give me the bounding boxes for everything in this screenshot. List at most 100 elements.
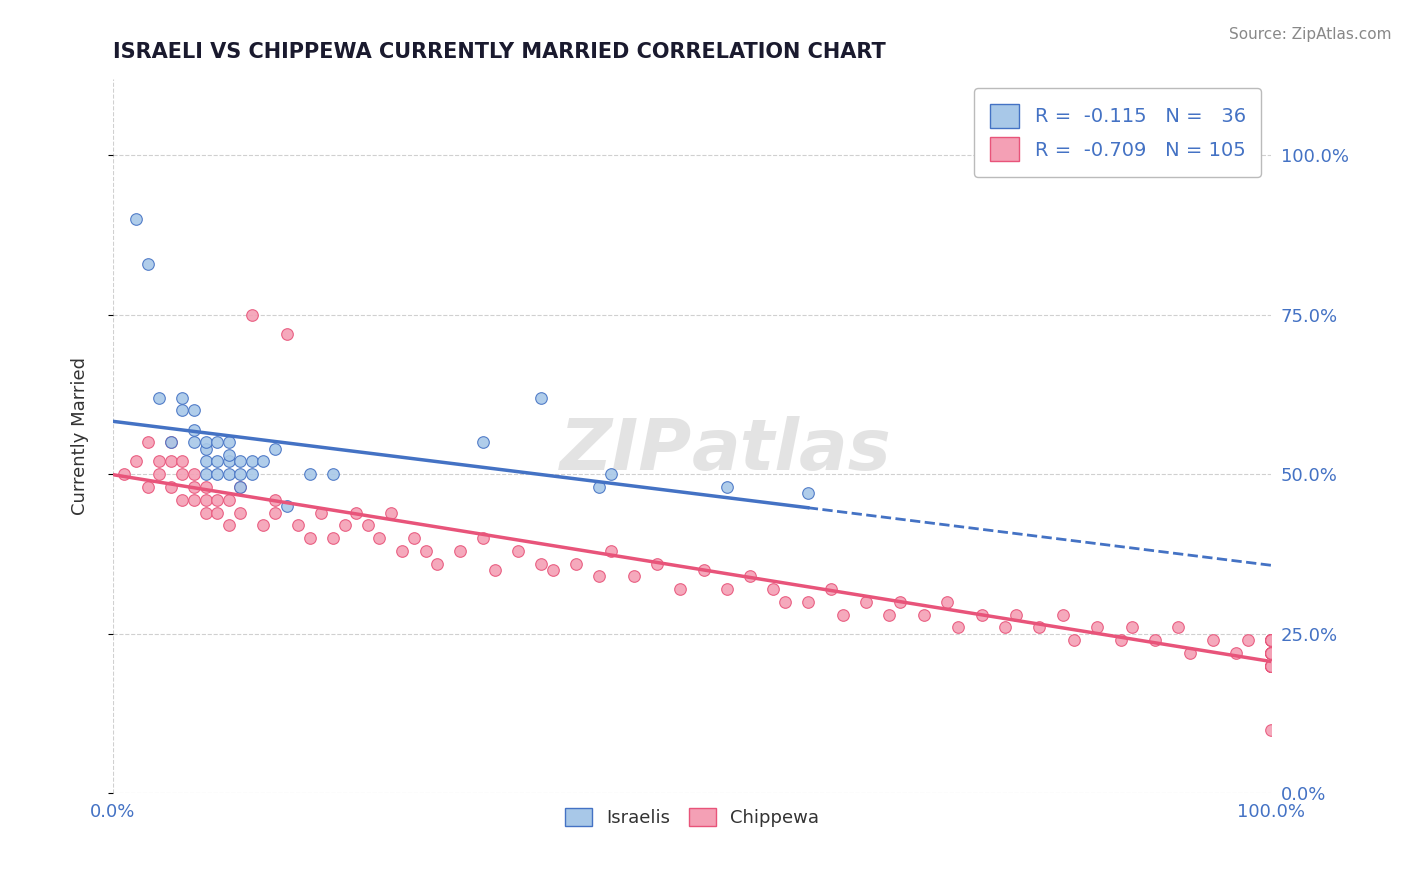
Point — [1260, 646, 1282, 660]
Point — [218, 518, 240, 533]
Point — [333, 518, 356, 533]
Point — [1260, 658, 1282, 673]
Point — [264, 492, 287, 507]
Point — [172, 391, 194, 405]
Point — [1260, 646, 1282, 660]
Point — [1260, 658, 1282, 673]
Point — [948, 620, 970, 634]
Point — [125, 454, 148, 468]
Point — [449, 544, 471, 558]
Point — [484, 563, 506, 577]
Point — [1260, 633, 1282, 648]
Point — [229, 467, 252, 482]
Point — [194, 492, 217, 507]
Point — [1260, 633, 1282, 648]
Point — [1260, 633, 1282, 648]
Point — [172, 403, 194, 417]
Point — [1202, 633, 1225, 648]
Point — [205, 492, 228, 507]
Point — [183, 435, 205, 450]
Point — [588, 569, 610, 583]
Point — [298, 531, 321, 545]
Point — [1167, 620, 1189, 634]
Point — [205, 506, 228, 520]
Point — [599, 544, 621, 558]
Point — [472, 435, 495, 450]
Point — [136, 257, 159, 271]
Point — [1260, 646, 1282, 660]
Point — [218, 435, 240, 450]
Point — [1260, 658, 1282, 673]
Point — [530, 391, 553, 405]
Point — [218, 454, 240, 468]
Point — [565, 557, 588, 571]
Point — [252, 518, 274, 533]
Point — [1063, 633, 1085, 648]
Point — [762, 582, 785, 596]
Point — [1085, 620, 1108, 634]
Point — [541, 563, 564, 577]
Point — [229, 480, 252, 494]
Point — [935, 595, 957, 609]
Point — [1260, 646, 1282, 660]
Point — [415, 544, 437, 558]
Point — [172, 492, 194, 507]
Point — [298, 467, 321, 482]
Point — [276, 326, 298, 341]
Point — [183, 403, 205, 417]
Point — [148, 391, 170, 405]
Point — [322, 531, 344, 545]
Point — [240, 308, 263, 322]
Point — [183, 492, 205, 507]
Point — [994, 620, 1017, 634]
Point — [136, 480, 159, 494]
Point — [391, 544, 413, 558]
Point — [276, 499, 298, 513]
Point — [588, 480, 610, 494]
Point — [159, 454, 181, 468]
Point — [1144, 633, 1167, 648]
Point — [136, 435, 159, 450]
Point — [1260, 658, 1282, 673]
Point — [205, 435, 228, 450]
Point — [205, 454, 228, 468]
Point — [252, 454, 274, 468]
Point — [1237, 633, 1260, 648]
Point — [240, 467, 263, 482]
Point — [380, 506, 402, 520]
Point — [172, 454, 194, 468]
Point — [194, 467, 217, 482]
Point — [194, 442, 217, 456]
Point — [855, 595, 877, 609]
Point — [623, 569, 645, 583]
Point — [1260, 723, 1282, 737]
Point — [125, 212, 148, 227]
Point — [218, 467, 240, 482]
Point — [692, 563, 714, 577]
Point — [194, 506, 217, 520]
Point — [356, 518, 378, 533]
Text: atlas: atlas — [692, 416, 891, 484]
Point — [877, 607, 900, 622]
Point — [1260, 633, 1282, 648]
Point — [1178, 646, 1201, 660]
Point — [889, 595, 911, 609]
Point — [773, 595, 796, 609]
Point — [114, 467, 136, 482]
Legend: Israelis, Chippewa: Israelis, Chippewa — [558, 800, 827, 834]
Point — [1260, 633, 1282, 648]
Point — [1260, 646, 1282, 660]
Point — [159, 435, 181, 450]
Point — [218, 448, 240, 462]
Point — [1052, 607, 1074, 622]
Point — [183, 423, 205, 437]
Point — [172, 467, 194, 482]
Point — [1260, 646, 1282, 660]
Point — [159, 435, 181, 450]
Point — [669, 582, 692, 596]
Point — [183, 467, 205, 482]
Point — [159, 480, 181, 494]
Point — [599, 467, 621, 482]
Point — [1260, 658, 1282, 673]
Point — [311, 506, 333, 520]
